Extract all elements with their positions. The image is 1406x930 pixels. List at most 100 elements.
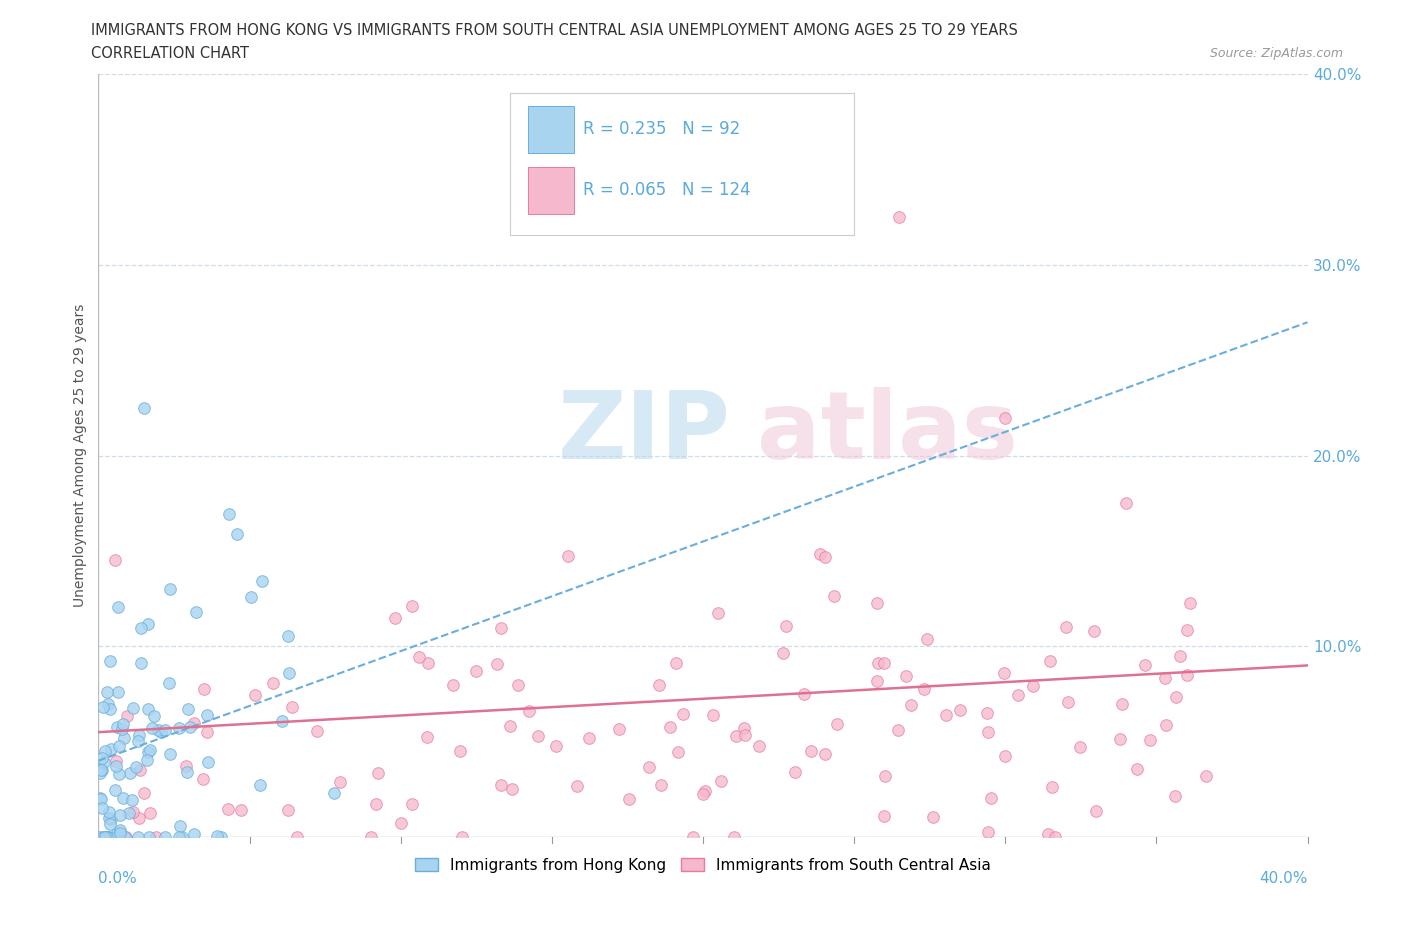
Point [121,804,143,819]
Point [218,506,240,521]
Point [142,709,165,724]
Point [110,822,132,837]
Point [922,809,945,824]
Point [935,708,957,723]
Point [367,765,389,780]
Point [91,751,114,765]
Point [401,796,423,811]
Point [364,796,387,811]
Point [108,807,131,822]
Point [183,715,205,730]
Y-axis label: Unemployment Among Ages 25 to 29 years: Unemployment Among Ages 25 to 29 years [73,304,87,607]
Point [1156,718,1178,733]
Point [723,830,745,844]
Point [1007,687,1029,702]
Point [305,724,328,738]
Point [277,803,299,817]
Point [710,774,733,789]
Point [118,765,141,780]
Point [702,708,724,723]
Point [733,721,755,736]
Point [108,826,131,841]
Text: ZIP: ZIP [558,387,731,479]
Point [866,655,889,670]
Point [193,771,215,786]
Point [94,830,117,844]
Point [408,649,430,664]
Point [808,547,831,562]
Point [146,723,169,737]
Point [129,620,152,635]
Point [900,698,922,712]
Point [229,803,252,817]
Point [451,830,474,844]
Point [977,724,1000,739]
Point [141,721,163,736]
Point [159,676,181,691]
Point [193,682,215,697]
Point [648,678,671,693]
Point [159,747,181,762]
Point [97,804,120,819]
Point [136,701,159,716]
Point [131,656,153,671]
Point [90,791,112,806]
Text: atlas: atlas [758,387,1018,479]
FancyBboxPatch shape [527,106,574,153]
Point [772,645,794,660]
Point [100,741,122,756]
Point [707,605,730,620]
Point [91,800,114,815]
Point [695,784,717,799]
Point [93,830,115,844]
Point [814,746,837,761]
Point [401,599,423,614]
Point [323,786,346,801]
Point [138,830,160,844]
Point [1045,830,1067,844]
Point [1175,668,1198,683]
Point [277,628,299,643]
Point [98,817,121,831]
Point [980,791,1002,806]
Point [136,752,159,767]
Point [132,401,155,416]
Point [389,816,412,830]
Point [98,702,121,717]
Point [1135,658,1157,672]
Point [107,684,129,699]
Point [121,792,143,807]
Point [139,743,162,758]
Point [96,684,118,699]
Point [94,830,117,844]
Point [793,686,815,701]
Point [145,830,167,844]
Point [132,786,155,801]
Point [449,744,471,759]
Point [1108,731,1130,746]
Point [262,676,284,691]
Point [666,744,689,759]
Point [226,526,249,541]
Point [285,830,308,844]
Point [557,549,579,564]
Point [195,708,218,723]
Point [1125,762,1147,777]
Point [107,766,129,781]
Point [91,699,114,714]
Point [1175,622,1198,637]
Point [90,763,112,777]
Point [128,727,150,742]
Point [659,719,682,734]
Point [104,753,127,768]
Point [98,830,121,844]
Point [167,830,190,844]
Point [100,654,122,669]
Point [115,709,138,724]
Point [915,631,938,646]
Point [1178,596,1201,611]
Point [197,754,219,769]
Point [89,765,111,780]
Point [1057,694,1080,709]
Point [153,723,176,737]
